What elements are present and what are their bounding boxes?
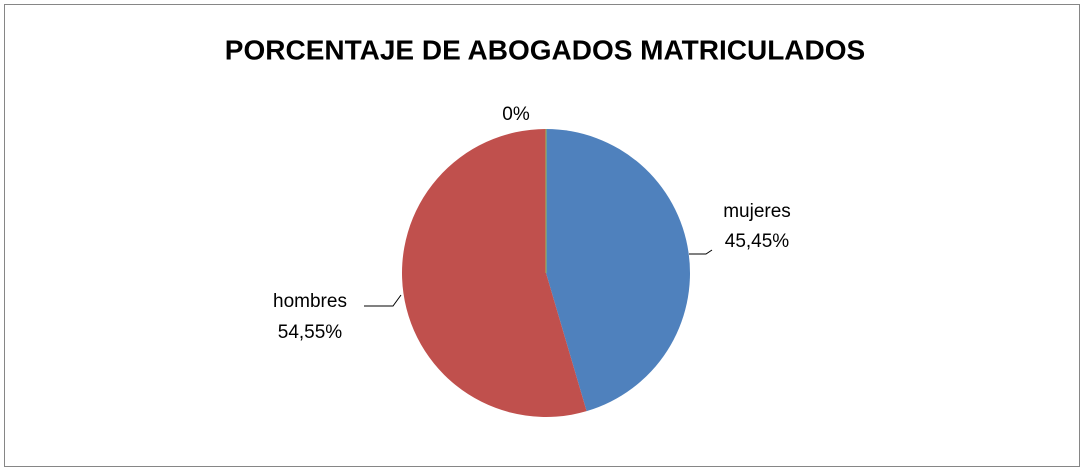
pie-slice <box>402 129 587 417</box>
slice-value: 54,55% <box>278 322 343 343</box>
leader-line <box>364 294 402 307</box>
slice-name: hombres <box>273 291 347 312</box>
slice-name: mujeres <box>723 201 791 222</box>
slice-value: 0% <box>502 104 530 125</box>
leader-line <box>689 249 713 255</box>
slice-value: 45,45% <box>725 231 790 252</box>
pie-slice <box>546 129 691 412</box>
chart-title: PORCENTAJE DE ABOGADOS MATRICULADOS <box>225 34 865 65</box>
